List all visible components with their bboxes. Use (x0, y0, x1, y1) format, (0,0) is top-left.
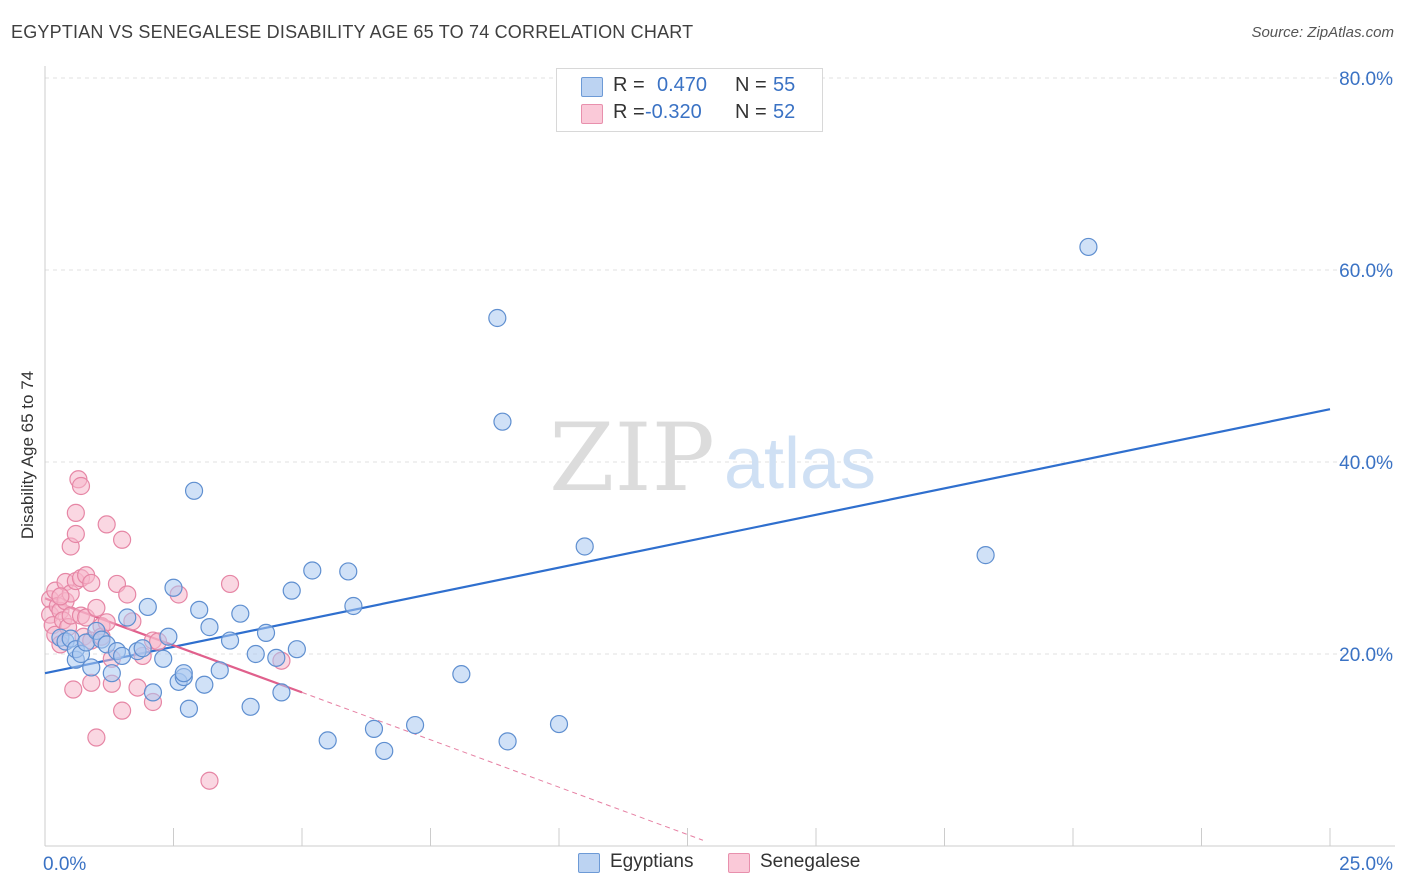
egyptian-points (51, 237, 1098, 761)
senegalese-point (128, 678, 147, 697)
egyptian-point (159, 627, 178, 646)
egyptian-point (164, 578, 183, 597)
egyptian-point (231, 604, 250, 623)
egyptian-point (1079, 237, 1098, 257)
egyptian-point (118, 608, 137, 627)
senegalese-point (82, 673, 101, 692)
egyptian-point (575, 537, 594, 556)
egyptian-point (493, 412, 512, 431)
legend-swatch-senegalese (581, 104, 603, 124)
tick-labels: 20.0% 40.0% 60.0% 80.0% 0.0% 25.0% (43, 69, 1393, 875)
egyptian-point (246, 644, 265, 664)
legend-r-label: R = (613, 74, 645, 96)
egyptian-point (272, 683, 291, 702)
legend-r-value: -0.320 (645, 101, 702, 123)
legend-r-value: 0.470 (657, 74, 708, 96)
legend-r-label: R = (613, 101, 645, 123)
egyptian-point (179, 699, 199, 718)
senegalese-point (220, 574, 240, 594)
egyptian-point (154, 649, 173, 668)
y-tick-label: 80.0% (1339, 69, 1393, 90)
egyptian-point (174, 664, 193, 683)
senegalese-point (82, 573, 101, 593)
senegalese-point (87, 728, 106, 747)
egyptian-point (256, 623, 276, 642)
senegalese-point (66, 503, 85, 522)
senegalese-point (71, 476, 91, 496)
egyptian-point (498, 732, 517, 751)
legend-n-label: N = (735, 74, 767, 96)
legend-swatch-egyptians (581, 77, 603, 97)
egyptian-point (210, 661, 229, 680)
bottom-swatch-egyptians (578, 853, 600, 873)
egyptian-point (200, 618, 219, 637)
senegalese-point (66, 524, 85, 544)
egyptian-point (344, 596, 363, 616)
y-tick-label: 40.0% (1339, 453, 1393, 474)
egyptian-point (195, 675, 214, 694)
watermark: ZIP atlas (549, 404, 876, 513)
chart-title: EGYPTIAN VS SENEGALESE DISABILITY AGE 65… (11, 22, 694, 42)
senegalese-point (200, 771, 219, 790)
egyptian-point (488, 308, 507, 328)
egyptian-point (143, 683, 163, 702)
legend-n-value: 55 (773, 74, 796, 96)
senegalese-point (51, 587, 70, 606)
egyptian-point (405, 715, 425, 735)
egyptian-point (318, 731, 337, 750)
axes (44, 66, 1395, 847)
senegalese-point (64, 680, 83, 699)
bottom-label-egyptians: Egyptians (610, 851, 694, 872)
y-tick-label: 60.0% (1339, 261, 1393, 282)
x-tick-label: 0.0% (43, 854, 86, 875)
watermark-atlas: atlas (724, 424, 876, 504)
senegalese-point (112, 530, 132, 549)
egyptian-point (287, 640, 306, 659)
egyptian-point (303, 561, 322, 580)
senegalese-point (112, 701, 132, 720)
x-tick-label: 25.0% (1339, 854, 1393, 875)
egyptian-point (112, 646, 132, 666)
egyptian-point (267, 648, 286, 667)
egyptian-point (339, 562, 358, 581)
senegalese-point (87, 598, 106, 618)
senegalese-trend-extension (301, 691, 704, 841)
bottom-label-senegalese: Senegalese (760, 851, 861, 872)
egyptian-point (133, 639, 152, 658)
senegalese-point (97, 515, 116, 534)
stats-legend: R = 0.470 N = 55 R = -0.320 N = 52 (556, 68, 823, 132)
egyptian-point (102, 664, 121, 683)
egyptian-point (220, 631, 240, 650)
egyptian-point (82, 658, 101, 677)
y-tick-label: 20.0% (1339, 645, 1393, 666)
egyptian-point (241, 697, 260, 716)
egyptian-point (364, 719, 384, 738)
senegalese-point (118, 585, 137, 604)
legend-n-value: 52 (773, 101, 796, 123)
egyptian-point (452, 665, 471, 684)
egyptian-point (549, 714, 569, 734)
egyptian-point (184, 481, 204, 500)
gridlines (45, 77, 1395, 655)
source-label: Source: ZipAtlas.com (1251, 24, 1394, 41)
egyptian-point (282, 581, 301, 600)
bottom-swatch-senegalese (728, 853, 750, 873)
egyptian-point (138, 597, 157, 617)
egyptian-point (375, 741, 394, 761)
egyptian-point (976, 546, 995, 565)
legend-n-label: N = (735, 101, 767, 123)
watermark-zip: ZIP (549, 404, 715, 513)
egyptian-point (190, 600, 209, 619)
y-axis-label: Disability Age 65 to 74 (18, 370, 37, 540)
